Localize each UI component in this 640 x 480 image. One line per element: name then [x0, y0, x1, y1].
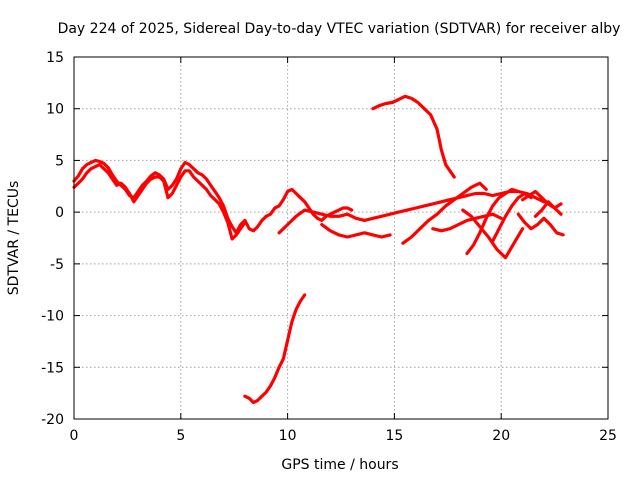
x-axis-label: GPS time / hours	[281, 457, 398, 473]
x-tick-label: 20	[492, 428, 510, 444]
y-tick-label: -10	[41, 309, 64, 325]
x-tick-label: 25	[599, 428, 617, 444]
y-tick-label: -5	[50, 257, 64, 273]
y-tick-label: 0	[55, 205, 64, 221]
series-track-2	[72, 163, 247, 241]
series-track-10	[461, 208, 525, 260]
y-tick-label: 5	[55, 153, 64, 169]
y-tick-label: -20	[41, 412, 64, 428]
x-tick-label: 10	[279, 428, 297, 444]
series-track-14	[533, 200, 563, 218]
plot-frame	[73, 56, 609, 420]
x-tick-label: 5	[176, 428, 185, 444]
axis-ticks: 0 5 10 15 20 25 -20 -15 -10 -5 0 5 10 15	[41, 50, 617, 444]
x-tick-label: 0	[70, 428, 79, 444]
series-track-9	[465, 187, 520, 256]
y-tick-label: 10	[46, 102, 64, 118]
grid	[74, 57, 608, 419]
series-track-11	[491, 191, 533, 243]
series-track-5	[277, 189, 546, 235]
series-group	[72, 94, 565, 405]
series-track-3	[243, 293, 307, 405]
series-track-12	[516, 212, 565, 237]
y-tick-label: 15	[46, 50, 64, 66]
series-track-8	[431, 212, 503, 233]
x-tick-label: 15	[385, 428, 403, 444]
chart-title: Day 224 of 2025, Sidereal Day-to-day VTE…	[58, 21, 621, 37]
series-track-7	[401, 181, 488, 245]
y-tick-label: -15	[41, 360, 64, 376]
series-track-6	[320, 223, 392, 239]
y-axis-label: SDTVAR / TECUs	[6, 181, 22, 296]
series-track-4	[371, 94, 456, 179]
